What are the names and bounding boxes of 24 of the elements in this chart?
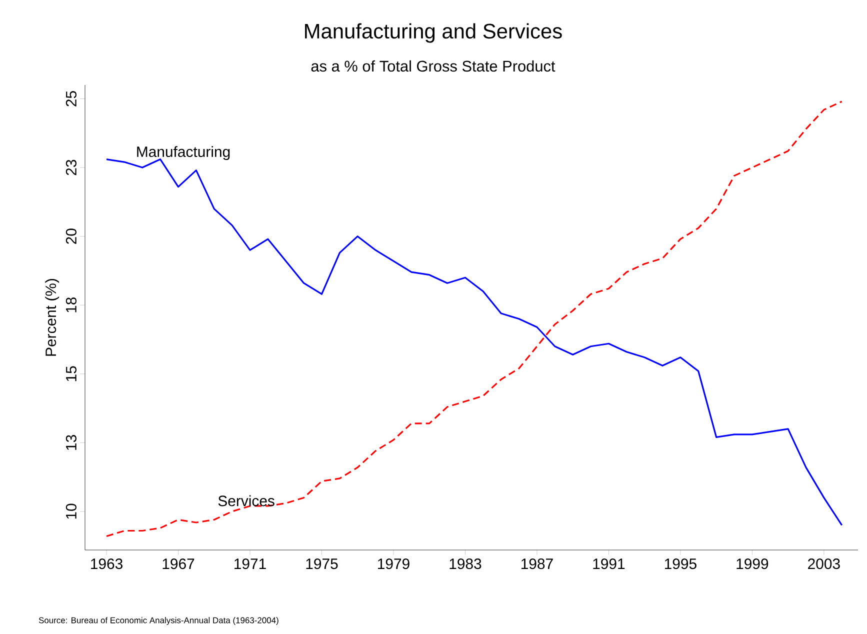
x-tick-label: 1983 [450,558,482,570]
x-tick-label: 1971 [234,558,266,570]
x-tick-label: 2003 [808,558,840,570]
chart-subtitle: as a % of Total Gross State Product [311,60,556,72]
series-label: Services [218,495,274,506]
y-tick-label: 23 [66,160,76,176]
x-tick-label: 1979 [378,558,410,570]
x-tick-label: 1987 [521,558,553,570]
y-tick-label: 25 [66,91,76,106]
x-tick-label: 1963 [91,558,122,570]
y-tick-label: 13 [66,435,76,450]
chart-title: Manufacturing and Services [305,23,562,43]
y-tick-label: 18 [66,297,76,312]
x-tick-label: 1999 [736,558,768,570]
y-axis-title: Percent (%) [45,279,60,356]
y-tick-label: 20 [66,228,76,244]
x-tick-label: 1967 [162,558,194,570]
x-tick-label: 1975 [306,558,338,570]
series-label: Manufacturing [137,146,230,160]
x-tick-label: 1991 [593,558,625,570]
x-tick-label: 1995 [664,558,696,570]
y-tick-label: 10 [66,504,76,519]
y-tick-label: 15 [66,366,76,382]
source-note: Source: Bureau of Economic Analysis-Annual Data (1963-2004) [38,617,278,625]
